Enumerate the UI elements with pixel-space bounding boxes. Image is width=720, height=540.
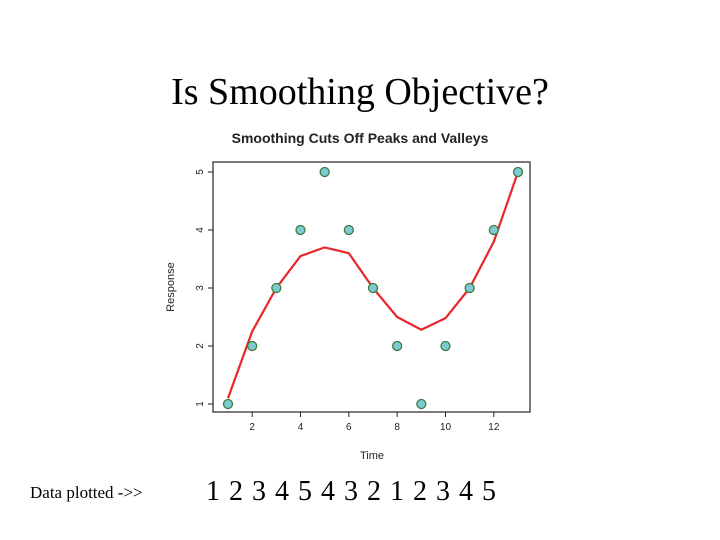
data-plotted-sequence: 1 2 3 4 5 4 3 2 1 2 3 4 5	[206, 476, 497, 507]
x-tick-label: 8	[394, 422, 400, 433]
data-point	[343, 224, 354, 236]
data-point	[295, 224, 306, 236]
data-point	[247, 340, 258, 352]
y-tick-label: 1	[195, 401, 206, 407]
data-point	[512, 166, 524, 178]
y-tick-label: 4	[195, 227, 206, 233]
x-tick-label: 12	[488, 422, 500, 433]
data-point	[222, 398, 234, 410]
y-tick-label: 5	[195, 169, 206, 175]
chart-title: Smoothing Cuts Off Peaks and Valleys	[232, 130, 489, 146]
x-tick-label: 10	[440, 422, 452, 433]
data-point	[319, 166, 330, 178]
plot-frame	[212, 161, 531, 413]
data-point	[440, 340, 451, 352]
y-axis-label: Response	[165, 262, 177, 312]
data-point	[416, 398, 427, 410]
data-point	[392, 340, 403, 352]
x-tick-label: 6	[346, 422, 352, 433]
slide-title: Is Smoothing Objective?	[171, 71, 549, 113]
smoothing-chart: Smoothing Cuts Off Peaks and Valleys 2 4 6…	[165, 130, 531, 462]
x-tick-label: 2	[249, 422, 255, 433]
data-plotted-label: Data plotted ->>	[30, 483, 143, 502]
x-axis-label: Time	[360, 450, 384, 462]
data-point	[488, 224, 499, 236]
y-tick-label: 3	[195, 285, 206, 291]
y-tick-label: 2	[195, 343, 206, 349]
data-point	[367, 282, 379, 294]
data-point	[271, 282, 282, 294]
data-points-layer	[222, 166, 524, 410]
data-point	[464, 282, 475, 294]
x-tick-label: 4	[298, 422, 304, 433]
